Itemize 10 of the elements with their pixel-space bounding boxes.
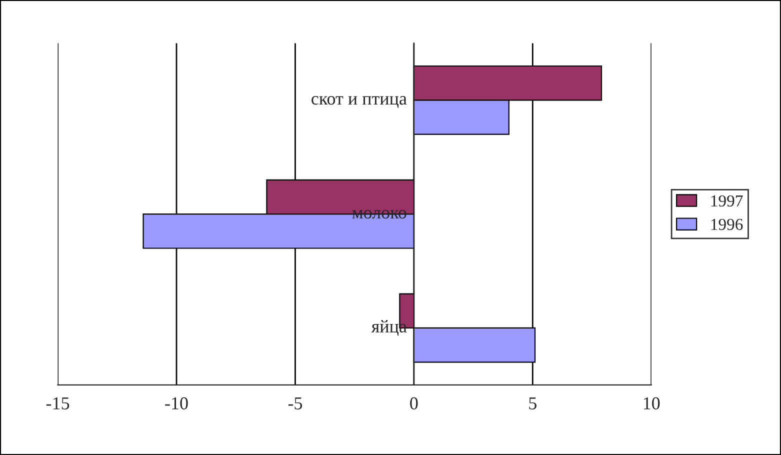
- x-tick-label: -15: [46, 397, 70, 410]
- x-tick-label: -5: [288, 397, 302, 410]
- y-tick-label: скот и птица: [312, 96, 407, 108]
- legend-label: 1996: [711, 218, 743, 230]
- x-tick-label: 10: [644, 397, 660, 410]
- x-tick-label: 0: [410, 397, 418, 410]
- y-tick-label: яйца: [371, 320, 407, 336]
- x-tick-label: -10: [165, 397, 188, 410]
- legend-label: 1997: [711, 195, 743, 207]
- x-tick-label: 5: [529, 397, 536, 410]
